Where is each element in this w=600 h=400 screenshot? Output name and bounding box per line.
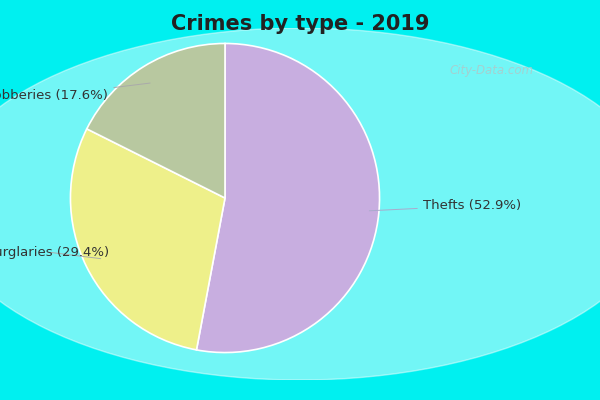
Text: City-Data.com: City-Data.com bbox=[450, 64, 534, 77]
Text: Robberies (17.6%): Robberies (17.6%) bbox=[0, 83, 150, 102]
Text: Burglaries (29.4%): Burglaries (29.4%) bbox=[0, 246, 110, 259]
Text: Crimes by type - 2019: Crimes by type - 2019 bbox=[171, 14, 429, 34]
Wedge shape bbox=[87, 44, 225, 198]
Wedge shape bbox=[70, 129, 225, 350]
Ellipse shape bbox=[0, 28, 600, 380]
Text: Thefts (52.9%): Thefts (52.9%) bbox=[370, 199, 521, 212]
Wedge shape bbox=[196, 44, 380, 352]
